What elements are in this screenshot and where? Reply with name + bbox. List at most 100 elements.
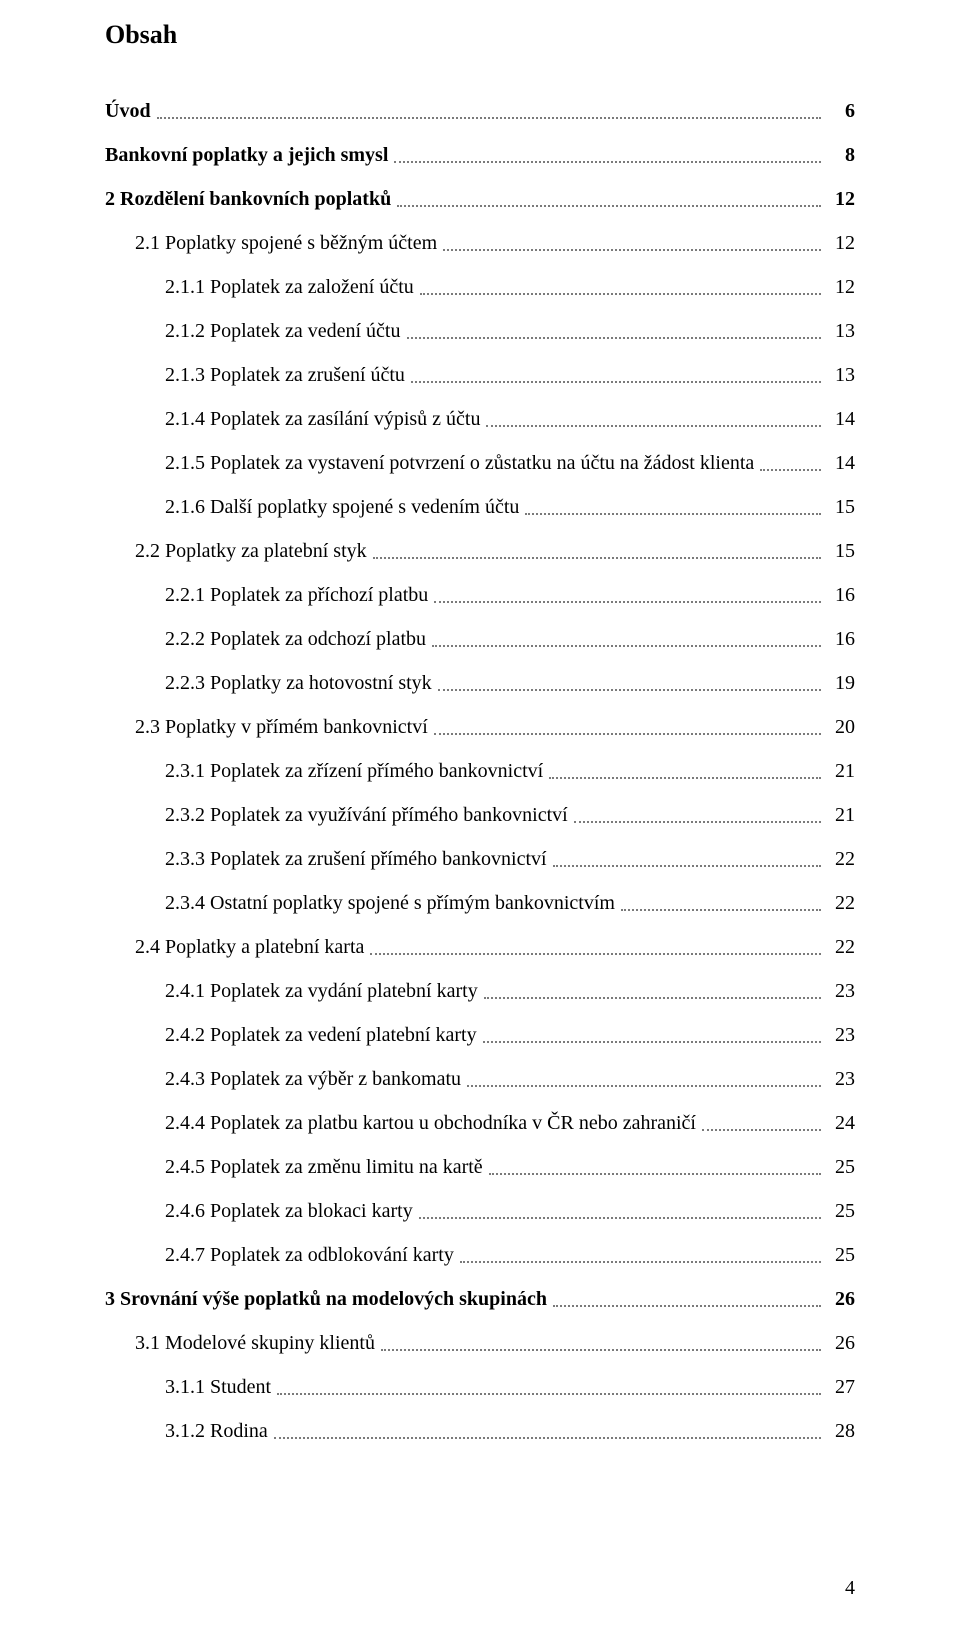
toc-entry-label: 2.1 Poplatky spojené s běžným účtem [135, 230, 437, 256]
toc-leader [381, 1349, 821, 1351]
toc-entry-page: 14 [827, 406, 855, 432]
toc-entry-page: 22 [827, 846, 855, 872]
page-number: 4 [845, 1577, 855, 1600]
toc-entry: 2.4.1 Poplatek za vydání platební karty2… [105, 978, 855, 1004]
toc-leader [574, 821, 821, 823]
toc-leader [460, 1261, 821, 1263]
toc-leader [411, 381, 821, 383]
toc-entry-page: 13 [827, 318, 855, 344]
toc-leader [553, 865, 821, 867]
toc-leader [370, 953, 821, 955]
toc-leader [760, 469, 821, 471]
toc-entry: 2.4.2 Poplatek za vedení platební karty 2… [105, 1022, 855, 1048]
toc-entry: 2.4 Poplatky a platební karta 22 [105, 934, 855, 960]
toc-leader [434, 733, 821, 735]
toc-entry-page: 16 [827, 582, 855, 608]
toc-entry: 2 Rozdělení bankovních poplatků12 [105, 186, 855, 212]
toc-leader [483, 1041, 821, 1043]
toc-leader [621, 909, 821, 911]
toc-entry-label: 2.1.4 Poplatek za zasílání výpisů z účtu [165, 406, 480, 432]
toc-leader [373, 557, 821, 559]
toc-entry-label: 2.1.6 Další poplatky spojené s vedením ú… [165, 494, 519, 520]
toc-leader [420, 293, 821, 295]
toc-leader [525, 513, 821, 515]
toc-entry-label: 2.1.1 Poplatek za založení účtu [165, 274, 414, 300]
toc-leader [484, 997, 821, 999]
toc-entry-label: 2.2.2 Poplatek za odchozí platbu [165, 626, 426, 652]
toc-entry-page: 8 [827, 142, 855, 168]
toc-entry-label: 2.1.2 Poplatek za vedení účtu [165, 318, 401, 344]
toc-entry: 2.2.3 Poplatky za hotovostní styk19 [105, 670, 855, 696]
toc-entry-label: 2.3.1 Poplatek za zřízení přímého bankov… [165, 758, 543, 784]
toc-entry: 2.4.5 Poplatek za změnu limitu na kartě2… [105, 1154, 855, 1180]
toc-entry-page: 28 [827, 1418, 855, 1444]
toc-entry-page: 14 [827, 450, 855, 476]
toc-entry-page: 13 [827, 362, 855, 388]
toc-entry-label: 2.4.5 Poplatek za změnu limitu na kartě [165, 1154, 483, 1180]
toc-entry: 2.3.1 Poplatek za zřízení přímého bankov… [105, 758, 855, 784]
toc-entry-label: 2.4.1 Poplatek za vydání platební karty [165, 978, 478, 1004]
toc-entry-label: 2.4.6 Poplatek za blokaci karty [165, 1198, 413, 1224]
toc-leader [419, 1217, 821, 1219]
toc-leader [277, 1393, 821, 1395]
toc-entry: 2.4.7 Poplatek za odblokování karty25 [105, 1242, 855, 1268]
toc-entry: 2.1.1 Poplatek za založení účtu 12 [105, 274, 855, 300]
toc-entry-page: 20 [827, 714, 855, 740]
toc-list: Úvod6 Bankovní poplatky a jejich smysl 8 2 … [105, 98, 855, 1444]
toc-entry-page: 22 [827, 934, 855, 960]
toc-entry-label: 2.3.4 Ostatní poplatky spojené s přímým … [165, 890, 615, 916]
toc-entry: 2.3 Poplatky v přímém bankovnictví 20 [105, 714, 855, 740]
toc-entry: 2.1.5 Poplatek za vystavení potvrzení o … [105, 450, 855, 476]
toc-entry: 2.3.4 Ostatní poplatky spojené s přímým … [105, 890, 855, 916]
toc-entry-page: 15 [827, 494, 855, 520]
toc-entry-page: 6 [827, 98, 855, 124]
toc-leader [397, 205, 821, 207]
toc-entry-label: 2.3.2 Poplatek za využívání přímého bank… [165, 802, 568, 828]
toc-leader [432, 645, 821, 647]
toc-leader [467, 1085, 821, 1087]
toc-entry-label: 3.1.1 Student [165, 1374, 271, 1400]
toc-entry-page: 23 [827, 1022, 855, 1048]
toc-entry-label: 2 Rozdělení bankovních poplatků [105, 186, 391, 212]
toc-entry-label: Bankovní poplatky a jejich smysl [105, 142, 388, 168]
toc-entry-page: 15 [827, 538, 855, 564]
toc-entry: Úvod6 [105, 98, 855, 124]
toc-entry-page: 26 [827, 1286, 855, 1312]
toc-entry-label: 2.1.3 Poplatek za zrušení účtu [165, 362, 405, 388]
toc-entry-label: 2.1.5 Poplatek za vystavení potvrzení o … [165, 450, 754, 476]
toc-entry-label: 2.3 Poplatky v přímém bankovnictví [135, 714, 428, 740]
toc-leader [553, 1305, 821, 1307]
toc-entry-page: 12 [827, 230, 855, 256]
toc-leader [438, 689, 821, 691]
toc-entry: 2.3.3 Poplatek za zrušení přímého bankov… [105, 846, 855, 872]
toc-entry: 2.1.3 Poplatek za zrušení účtu 13 [105, 362, 855, 388]
toc-entry-page: 19 [827, 670, 855, 696]
toc-title: Obsah [105, 20, 855, 50]
toc-entry: 2.4.3 Poplatek za výběr z bankomatu23 [105, 1066, 855, 1092]
toc-entry: 3.1 Modelové skupiny klientů26 [105, 1330, 855, 1356]
toc-entry-page: 16 [827, 626, 855, 652]
toc-leader [407, 337, 822, 339]
toc-leader [702, 1129, 821, 1131]
toc-entry-page: 23 [827, 1066, 855, 1092]
toc-entry-page: 21 [827, 758, 855, 784]
toc-entry-label: 2.4.7 Poplatek za odblokování karty [165, 1242, 454, 1268]
toc-entry: 2.4.6 Poplatek za blokaci karty 25 [105, 1198, 855, 1224]
toc-leader [394, 161, 821, 163]
toc-entry-label: 2.4.4 Poplatek za platbu kartou u obchod… [165, 1110, 696, 1136]
toc-entry-page: 25 [827, 1198, 855, 1224]
toc-entry: 2.2.1 Poplatek za příchozí platbu 16 [105, 582, 855, 608]
toc-entry-label: 3.1.2 Rodina [165, 1418, 268, 1444]
toc-leader [489, 1173, 821, 1175]
toc-entry-page: 27 [827, 1374, 855, 1400]
toc-leader [274, 1437, 821, 1439]
toc-entry-label: 3 Srovnání výše poplatků na modelových s… [105, 1286, 547, 1312]
toc-entry-page: 12 [827, 274, 855, 300]
toc-leader [486, 425, 821, 427]
toc-entry: 3 Srovnání výše poplatků na modelových s… [105, 1286, 855, 1312]
toc-entry-label: 2.3.3 Poplatek za zrušení přímého bankov… [165, 846, 547, 872]
toc-entry-label: 2.2.1 Poplatek za příchozí platbu [165, 582, 428, 608]
toc-entry-label: 2.4.2 Poplatek za vedení platební karty [165, 1022, 477, 1048]
toc-entry-label: 2.4 Poplatky a platební karta [135, 934, 364, 960]
toc-leader [443, 249, 821, 251]
